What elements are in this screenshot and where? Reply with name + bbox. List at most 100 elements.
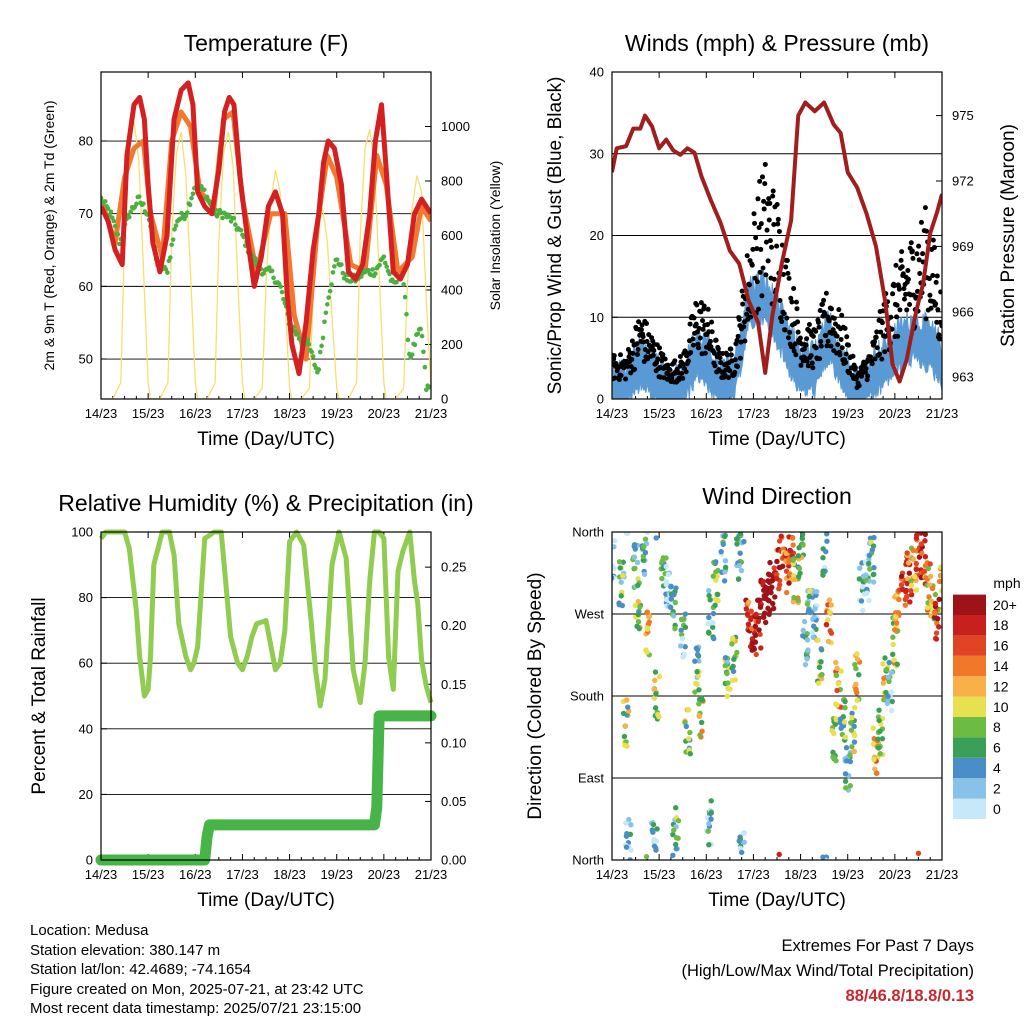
- direction-point: [693, 645, 700, 651]
- gust-point: [891, 283, 897, 289]
- direction-point: [871, 565, 877, 571]
- direction-point: [612, 546, 613, 548]
- direction-point: [899, 586, 906, 593]
- direction-point: [866, 552, 873, 559]
- direction-point: [730, 668, 737, 675]
- y-tick-label: South: [570, 689, 604, 704]
- direction-point: [852, 704, 858, 711]
- direction-point: [824, 538, 830, 544]
- y2-tick-label: 966: [952, 304, 974, 319]
- direction-point: [828, 630, 835, 636]
- rh-panel: Relative Humidity (%) & Precipitation (i…: [29, 490, 474, 911]
- legend-swatch: [953, 737, 986, 758]
- y-axis-label: Sonic/Prop Wind & Gust (Blue, Black): [545, 77, 566, 395]
- gust-point: [728, 346, 734, 352]
- dewpoint-point: [128, 209, 133, 215]
- direction-point: [877, 751, 883, 757]
- gust-point: [850, 353, 856, 359]
- gust-point: [896, 286, 902, 292]
- direction-point: [789, 535, 796, 541]
- direction-point: [635, 576, 641, 582]
- gust-point: [680, 361, 686, 367]
- dir-frame: [611, 531, 943, 861]
- direction-point: [927, 573, 934, 580]
- x-tick-label: 19/23: [320, 406, 353, 421]
- direction-point: [752, 623, 759, 629]
- direction-point: [692, 658, 698, 664]
- direction-point: [729, 641, 735, 647]
- direction-point: [825, 617, 831, 623]
- direction-point: [865, 560, 872, 567]
- direction-point: [854, 697, 860, 703]
- gust-point: [934, 273, 940, 279]
- direction-point: [769, 578, 775, 584]
- gust-point: [767, 238, 773, 244]
- gust-point: [900, 271, 906, 277]
- direction-point: [762, 610, 768, 616]
- gust-point: [629, 357, 635, 363]
- dewpoint-point: [168, 255, 173, 260]
- direction-point: [682, 611, 689, 617]
- direction-point: [745, 621, 752, 627]
- legend-label: 6: [993, 740, 1001, 756]
- direction-point: [824, 532, 830, 537]
- direction-point: [758, 645, 764, 651]
- direction-point: [932, 600, 939, 607]
- direction-point: [624, 743, 630, 749]
- direction-point: [871, 534, 877, 541]
- y2-tick-label: 972: [952, 174, 974, 189]
- direction-point: [847, 752, 853, 758]
- gust-point: [697, 335, 703, 341]
- direction-point: [618, 593, 624, 599]
- direction-point: [884, 700, 891, 707]
- dewpoint-point: [136, 194, 142, 199]
- gust-point: [879, 356, 885, 362]
- direction-point: [880, 661, 886, 667]
- y-tick-label: North: [572, 853, 604, 868]
- direction-point: [795, 597, 801, 604]
- direction-point: [708, 798, 714, 804]
- direction-point: [672, 841, 679, 848]
- gust-point: [907, 302, 913, 308]
- direction-point: [663, 563, 669, 570]
- gust-point: [905, 276, 911, 282]
- gust-point: [882, 349, 888, 355]
- gust-point: [936, 332, 942, 338]
- gust-point: [914, 288, 920, 294]
- gust-point: [767, 200, 773, 206]
- gust-point: [831, 315, 837, 321]
- direction-point: [835, 681, 841, 687]
- gust-point: [806, 322, 812, 328]
- direction-point: [625, 704, 631, 710]
- wind-frame: [611, 71, 943, 400]
- direction-point: [860, 607, 866, 614]
- direction-point: [696, 712, 702, 719]
- direction-point: [617, 565, 623, 571]
- dewpoint-point: [317, 349, 323, 355]
- extremes-title: Extremes For Past 7 Days: [781, 937, 974, 955]
- direction-point: [908, 591, 915, 598]
- x-axis-label: Time (Day/UTC): [197, 429, 335, 450]
- direction-point: [888, 689, 894, 695]
- direction-point: [791, 594, 797, 601]
- gust-point: [928, 305, 934, 311]
- gust-point: [897, 307, 903, 313]
- gust-point: [917, 271, 923, 277]
- gust-point: [717, 355, 723, 361]
- direction-point: [905, 560, 912, 566]
- direction-point: [804, 656, 810, 662]
- direction-point: [760, 578, 766, 585]
- direction-point: [833, 717, 839, 723]
- gust-point: [639, 322, 645, 328]
- direction-point: [941, 601, 942, 604]
- gust-point: [709, 319, 715, 325]
- direction-point: [786, 580, 792, 586]
- legend-label: 4: [993, 760, 1001, 776]
- direction-point: [890, 641, 896, 648]
- dewpoint-point: [310, 354, 316, 359]
- direction-point: [668, 596, 675, 602]
- x-tick-label: 21/23: [415, 406, 448, 421]
- gust-point: [828, 343, 834, 349]
- legend-swatch: [953, 717, 986, 738]
- direction-point: [823, 548, 829, 555]
